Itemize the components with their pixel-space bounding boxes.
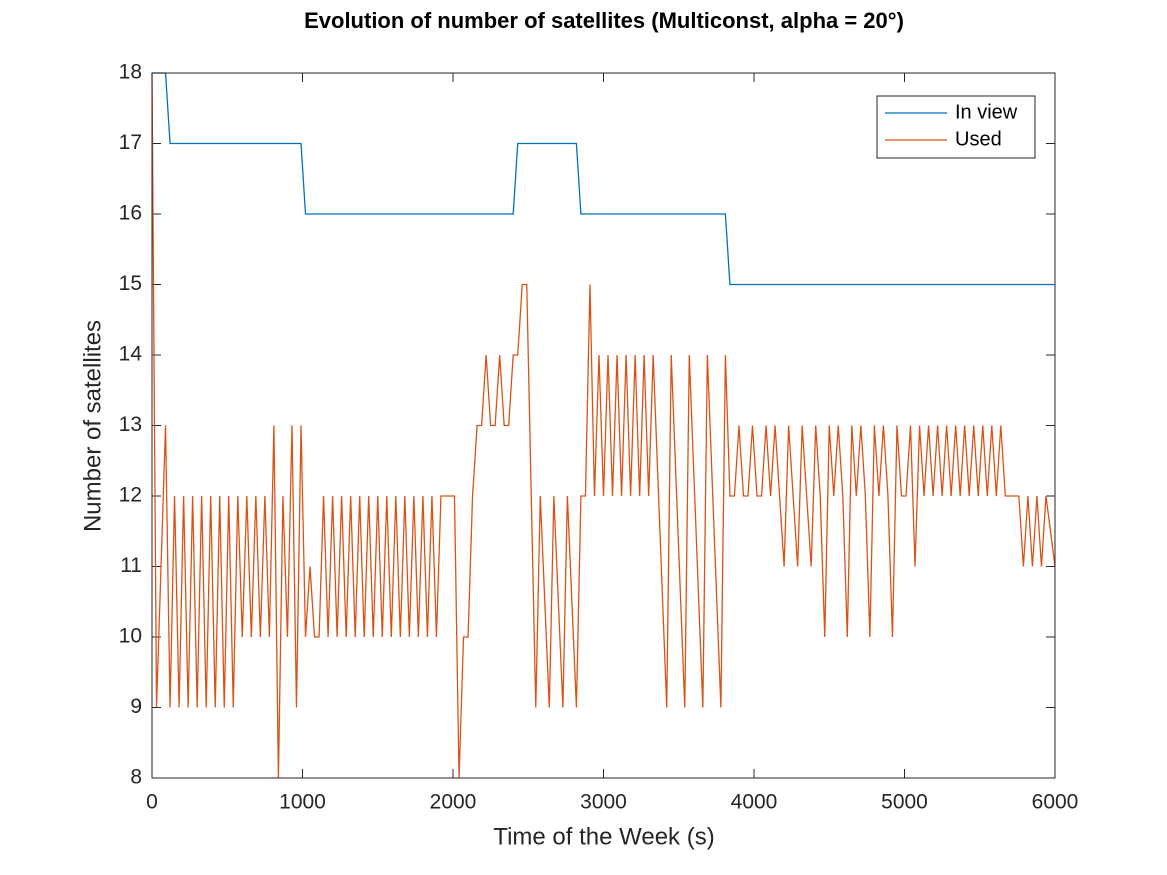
- data-line: [152, 72, 1055, 286]
- y-axis-label: Number of satellites: [79, 320, 106, 532]
- data-line: [151, 72, 1056, 779]
- y-tick-label: 12: [119, 484, 142, 507]
- y-tick-label: 8: [130, 766, 142, 789]
- x-tick-label: 5000: [881, 791, 928, 814]
- x-tick-label: 1000: [279, 791, 326, 814]
- x-tick-label: 6000: [1032, 791, 1079, 814]
- y-tick-label: 11: [120, 554, 142, 577]
- chart-title: Evolution of number of satellites (Multi…: [304, 8, 904, 33]
- legend-label: Used: [955, 128, 1002, 150]
- y-tick-label: 9: [130, 695, 142, 718]
- y-tick-label: 18: [119, 61, 142, 84]
- y-tick-label: 13: [119, 413, 142, 436]
- x-axis-label: Time of the Week (s): [493, 823, 714, 850]
- x-tick-label: 0: [146, 791, 158, 814]
- legend-box: [876, 95, 1036, 159]
- y-tick-label: 10: [119, 625, 142, 648]
- y-tick-label: 16: [119, 202, 142, 225]
- x-tick-label: 4000: [731, 791, 778, 814]
- y-tick-label: 17: [119, 131, 142, 154]
- x-tick-label: 2000: [430, 791, 477, 814]
- y-tick-label: 15: [119, 272, 142, 295]
- y-tick-label: 14: [119, 343, 143, 366]
- plot-frame: [151, 72, 1056, 779]
- x-tick-label: 3000: [580, 791, 627, 814]
- legend-label: In view: [955, 101, 1018, 123]
